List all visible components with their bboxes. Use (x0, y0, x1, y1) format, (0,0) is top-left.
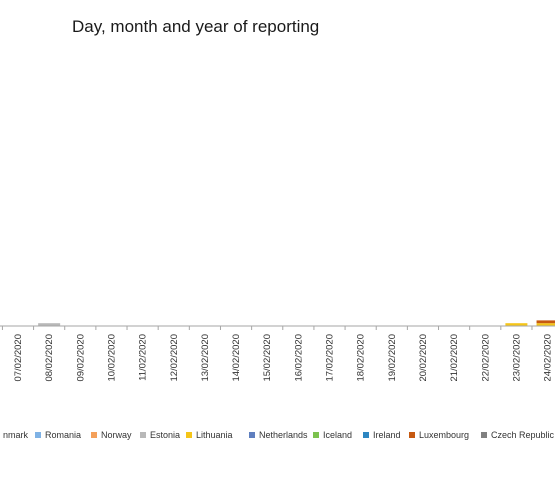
legend-swatch (91, 432, 97, 438)
legend-swatch (35, 432, 41, 438)
legend-item-czech-republic: Czech Republic (481, 430, 554, 440)
x-tick-label: 22/02/2020 (480, 334, 491, 382)
legend-label: Romania (45, 430, 82, 440)
legend-item-iceland: Iceland (313, 430, 352, 440)
bar-luxembourg (536, 320, 555, 324)
bar-lithuania (536, 323, 555, 326)
legend-item-netherlands: Netherlands (249, 430, 308, 440)
x-tick-label: 15/02/2020 (262, 334, 273, 382)
x-tick-label: 16/02/2020 (293, 334, 304, 382)
bar-lithuania (505, 323, 528, 326)
legend-label: Iceland (323, 430, 353, 440)
legend-swatch (363, 432, 369, 438)
x-tick-label: 19/02/2020 (387, 334, 398, 382)
chart-title: Day, month and year of reporting (72, 17, 320, 36)
legend-item-romania: Romania (35, 430, 81, 440)
legend-label: Norway (101, 430, 132, 440)
legend-label: Luxembourg (419, 430, 470, 440)
legend-label: Estonia (150, 430, 181, 440)
x-tick-label: 13/02/2020 (200, 334, 211, 382)
legend-label: Netherlands (259, 430, 308, 440)
legend-label: Lithuania (196, 430, 233, 440)
legend-swatch (140, 432, 146, 438)
legend-item-denmark: nmark (3, 430, 28, 440)
x-tick-label: 11/02/2020 (138, 334, 149, 381)
legend-label: nmark (3, 430, 29, 440)
x-tick-label: 08/02/2020 (44, 334, 55, 382)
legend-swatch (409, 432, 415, 438)
legend-swatch (481, 432, 487, 438)
x-tick-label: 24/02/2020 (543, 334, 554, 382)
legend-item-estonia: Estonia (140, 430, 180, 440)
x-tick-label: 14/02/2020 (231, 334, 242, 382)
x-tick-label: 23/02/2020 (511, 334, 522, 382)
legend-label: Czech Republic (491, 430, 555, 440)
x-tick-label: 07/02/2020 (13, 334, 24, 382)
x-tick-label: 12/02/2020 (169, 334, 180, 382)
tick-labels-layer: 07/02/2020 08/02/2020 09/02/2020 10/02/2020… (13, 334, 554, 382)
bars-layer (38, 320, 555, 326)
legend: nmark Romania Norway Estonia Lithuania Nether… (0, 430, 555, 444)
legend-label: Ireland (373, 430, 401, 440)
x-tick-label: 10/02/2020 (106, 334, 117, 382)
legend-item-norway: Norway (91, 430, 132, 440)
bar-estonia (38, 323, 61, 326)
legend-swatch (313, 432, 319, 438)
x-tick-label: 09/02/2020 (75, 334, 86, 382)
legend-item-luxembourg: Luxembourg (409, 430, 469, 440)
legend-item-lithuania: Lithuania (186, 430, 233, 440)
legend-swatch (249, 432, 255, 438)
legend-swatch (186, 432, 192, 438)
x-tick-label: 17/02/2020 (325, 334, 336, 382)
x-tick-label: 21/02/2020 (449, 334, 460, 382)
x-tick-label: 18/02/2020 (356, 334, 367, 382)
legend-item-ireland: Ireland (363, 430, 401, 440)
ticks-layer (1, 326, 533, 330)
x-tick-label: 20/02/2020 (418, 334, 429, 382)
